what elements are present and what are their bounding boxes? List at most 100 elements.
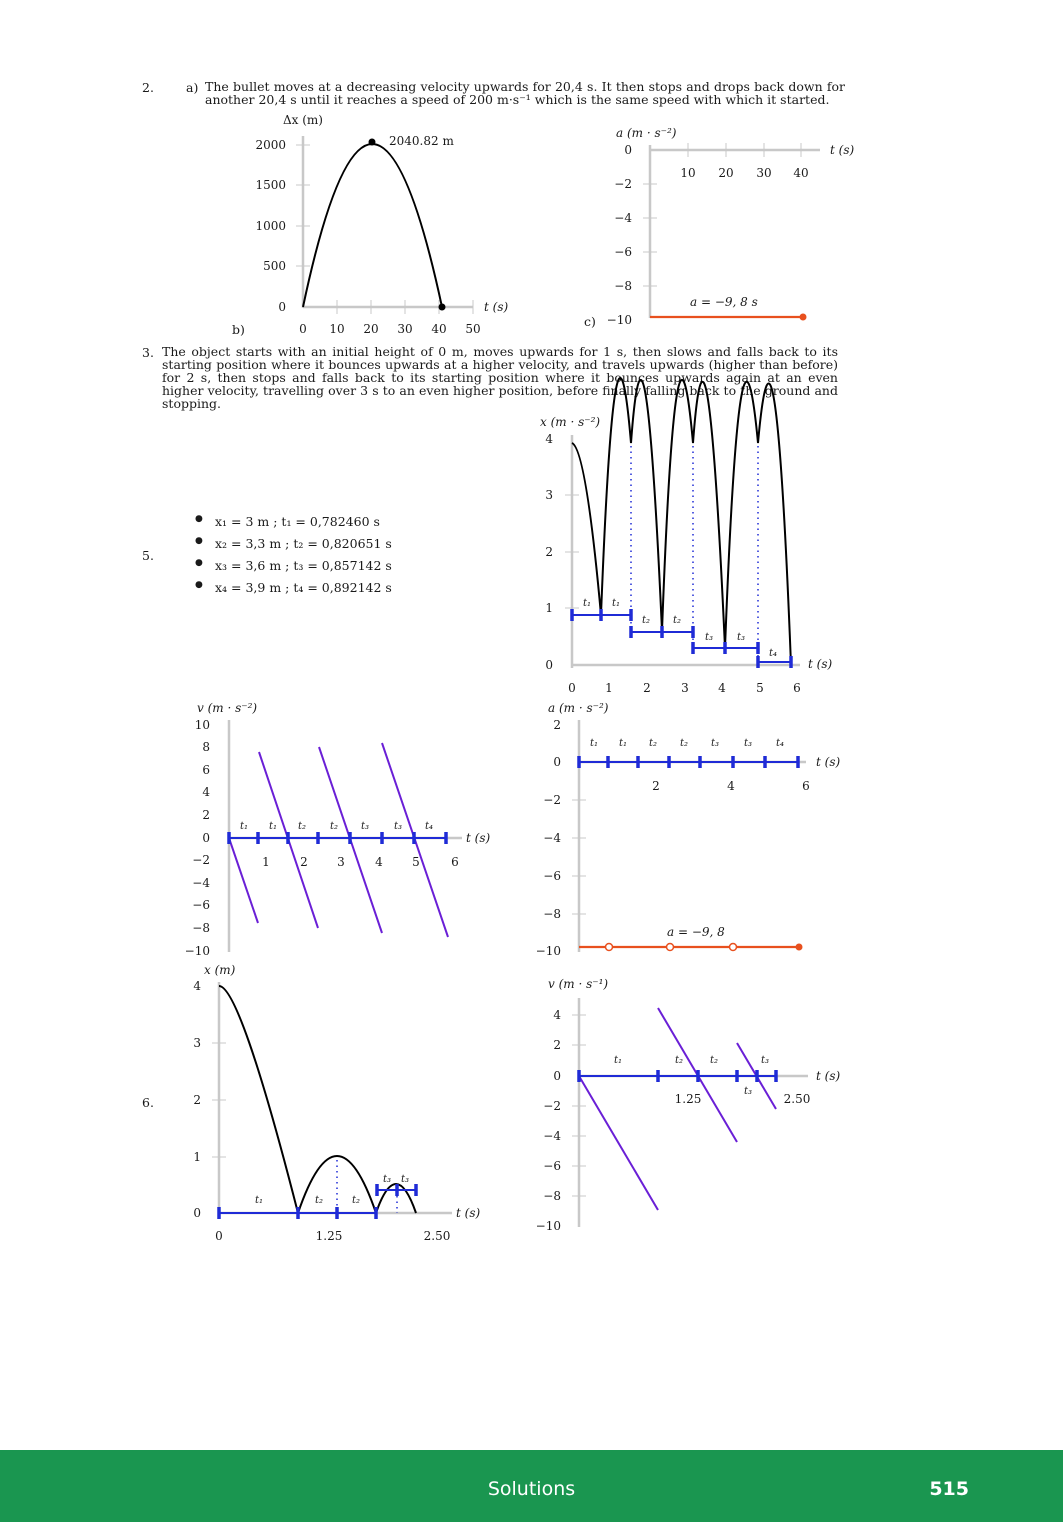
svg-text:2: 2 [202, 808, 210, 822]
y-tick: 3 [545, 488, 553, 502]
svg-text:4: 4 [727, 779, 735, 793]
svg-text:−8: −8 [543, 907, 561, 921]
svg-text:t₄: t₄ [425, 821, 433, 832]
svg-text:1: 1 [193, 1150, 201, 1164]
bounce-curve [571, 377, 792, 666]
svg-text:−4: −4 [543, 831, 561, 845]
svg-text:a (m · s⁻²): a (m · s⁻²) [548, 701, 609, 715]
y-axis-label: x (m · s⁻²) [540, 415, 600, 429]
svg-text:t₂: t₂ [298, 821, 306, 832]
x-tick: 0 [568, 681, 576, 695]
x-tick: 10 [329, 322, 344, 336]
x-tick: 1 [605, 681, 613, 695]
svg-text:t₃: t₃ [383, 1174, 391, 1185]
x-tick: 10 [680, 166, 695, 180]
svg-text:t (s): t (s) [816, 1069, 840, 1083]
svg-text:t₂: t₂ [330, 821, 338, 832]
x-tick: 30 [756, 166, 771, 180]
svg-text:t₂: t₂ [649, 738, 657, 749]
svg-text:2: 2 [193, 1093, 201, 1107]
svg-text:t (s): t (s) [466, 831, 490, 845]
svg-text:2: 2 [553, 1038, 561, 1052]
svg-text:−6: −6 [192, 898, 210, 912]
svg-text:t₂: t₂ [673, 615, 681, 626]
svg-text:−10: −10 [185, 944, 210, 958]
svg-text:t₂: t₂ [352, 1195, 360, 1206]
x-tick: 6 [793, 681, 801, 695]
y-tick: 1 [545, 601, 553, 615]
svg-text:v (m · s⁻¹): v (m · s⁻¹) [548, 977, 608, 991]
y-tick: 0 [545, 658, 553, 672]
svg-text:t₂: t₂ [680, 738, 688, 749]
svg-text:−4: −4 [543, 1129, 561, 1143]
svg-text:4: 4 [375, 855, 383, 869]
x-tick: 2 [643, 681, 651, 695]
svg-text:0: 0 [553, 1069, 561, 1083]
y-tick: −8 [614, 279, 632, 293]
svg-text:−2: −2 [192, 853, 210, 867]
svg-text:4: 4 [553, 1008, 561, 1022]
svg-text:0: 0 [193, 1206, 201, 1220]
y-tick: −2 [614, 177, 632, 191]
svg-text:t₁: t₁ [240, 821, 248, 832]
svg-text:−6: −6 [543, 1159, 561, 1173]
svg-text:t₃: t₃ [737, 632, 745, 643]
y-tick: 0 [278, 300, 286, 314]
svg-text:4: 4 [193, 979, 201, 993]
question-number-3: 3. [142, 345, 154, 360]
list-item: x₁ = 3 m ; t₁ = 0,782460 s [195, 514, 392, 536]
y-axis-label: v (m · s⁻²) [197, 701, 257, 715]
y-tick: 1500 [255, 178, 286, 192]
x-tick: 50 [465, 322, 480, 336]
x-tick: 30 [397, 322, 412, 336]
y-tick: 1000 [255, 219, 286, 233]
svg-text:t (s): t (s) [816, 755, 840, 769]
svg-text:2: 2 [652, 779, 660, 793]
y-tick: −4 [614, 211, 632, 225]
x-axis-label: t (s) [484, 300, 508, 314]
x-tick: 40 [431, 322, 446, 336]
svg-text:t₃: t₃ [744, 738, 752, 749]
y-tick: 2000 [255, 138, 286, 152]
y-tick: 4 [545, 432, 553, 446]
svg-text:t₃: t₃ [744, 1086, 752, 1097]
svg-text:4: 4 [202, 785, 210, 799]
svg-text:−4: −4 [192, 876, 210, 890]
svg-text:t₁: t₁ [612, 598, 620, 609]
svg-text:t₁: t₁ [590, 738, 598, 749]
question-number-5: 5. [142, 548, 154, 563]
x-tick: 0 [299, 322, 307, 336]
svg-text:t₃: t₃ [761, 1055, 769, 1066]
svg-text:0: 0 [553, 755, 561, 769]
svg-text:1: 1 [262, 855, 270, 869]
svg-text:−2: −2 [543, 793, 561, 807]
svg-text:t₁: t₁ [269, 821, 277, 832]
svg-text:x (m): x (m) [204, 963, 236, 977]
q3-text: The object starts with an initial height… [162, 344, 838, 411]
x-tick: 20 [718, 166, 733, 180]
svg-text:3: 3 [193, 1036, 201, 1050]
x-tick: 5 [756, 681, 764, 695]
svg-text:t₃: t₃ [705, 632, 713, 643]
svg-text:1.25: 1.25 [316, 1229, 343, 1243]
svg-text:t₃: t₃ [394, 821, 402, 832]
y-axis-label: Δx (m) [283, 113, 323, 127]
x-axis-label: t (s) [808, 657, 832, 671]
svg-text:t₃: t₃ [361, 821, 369, 832]
peak-point [368, 138, 376, 146]
svg-text:6: 6 [202, 763, 210, 777]
svg-text:t₂: t₂ [710, 1055, 718, 1066]
svg-text:t₂: t₂ [315, 1195, 323, 1206]
svg-text:t₂: t₂ [675, 1055, 683, 1066]
end-point [799, 313, 807, 321]
svg-text:−10: −10 [536, 944, 561, 958]
question-number-6: 6. [142, 1095, 154, 1110]
svg-text:2: 2 [300, 855, 308, 869]
y-tick: 2 [545, 545, 553, 559]
x-tick: 3 [681, 681, 689, 695]
svg-text:0: 0 [215, 1229, 223, 1243]
